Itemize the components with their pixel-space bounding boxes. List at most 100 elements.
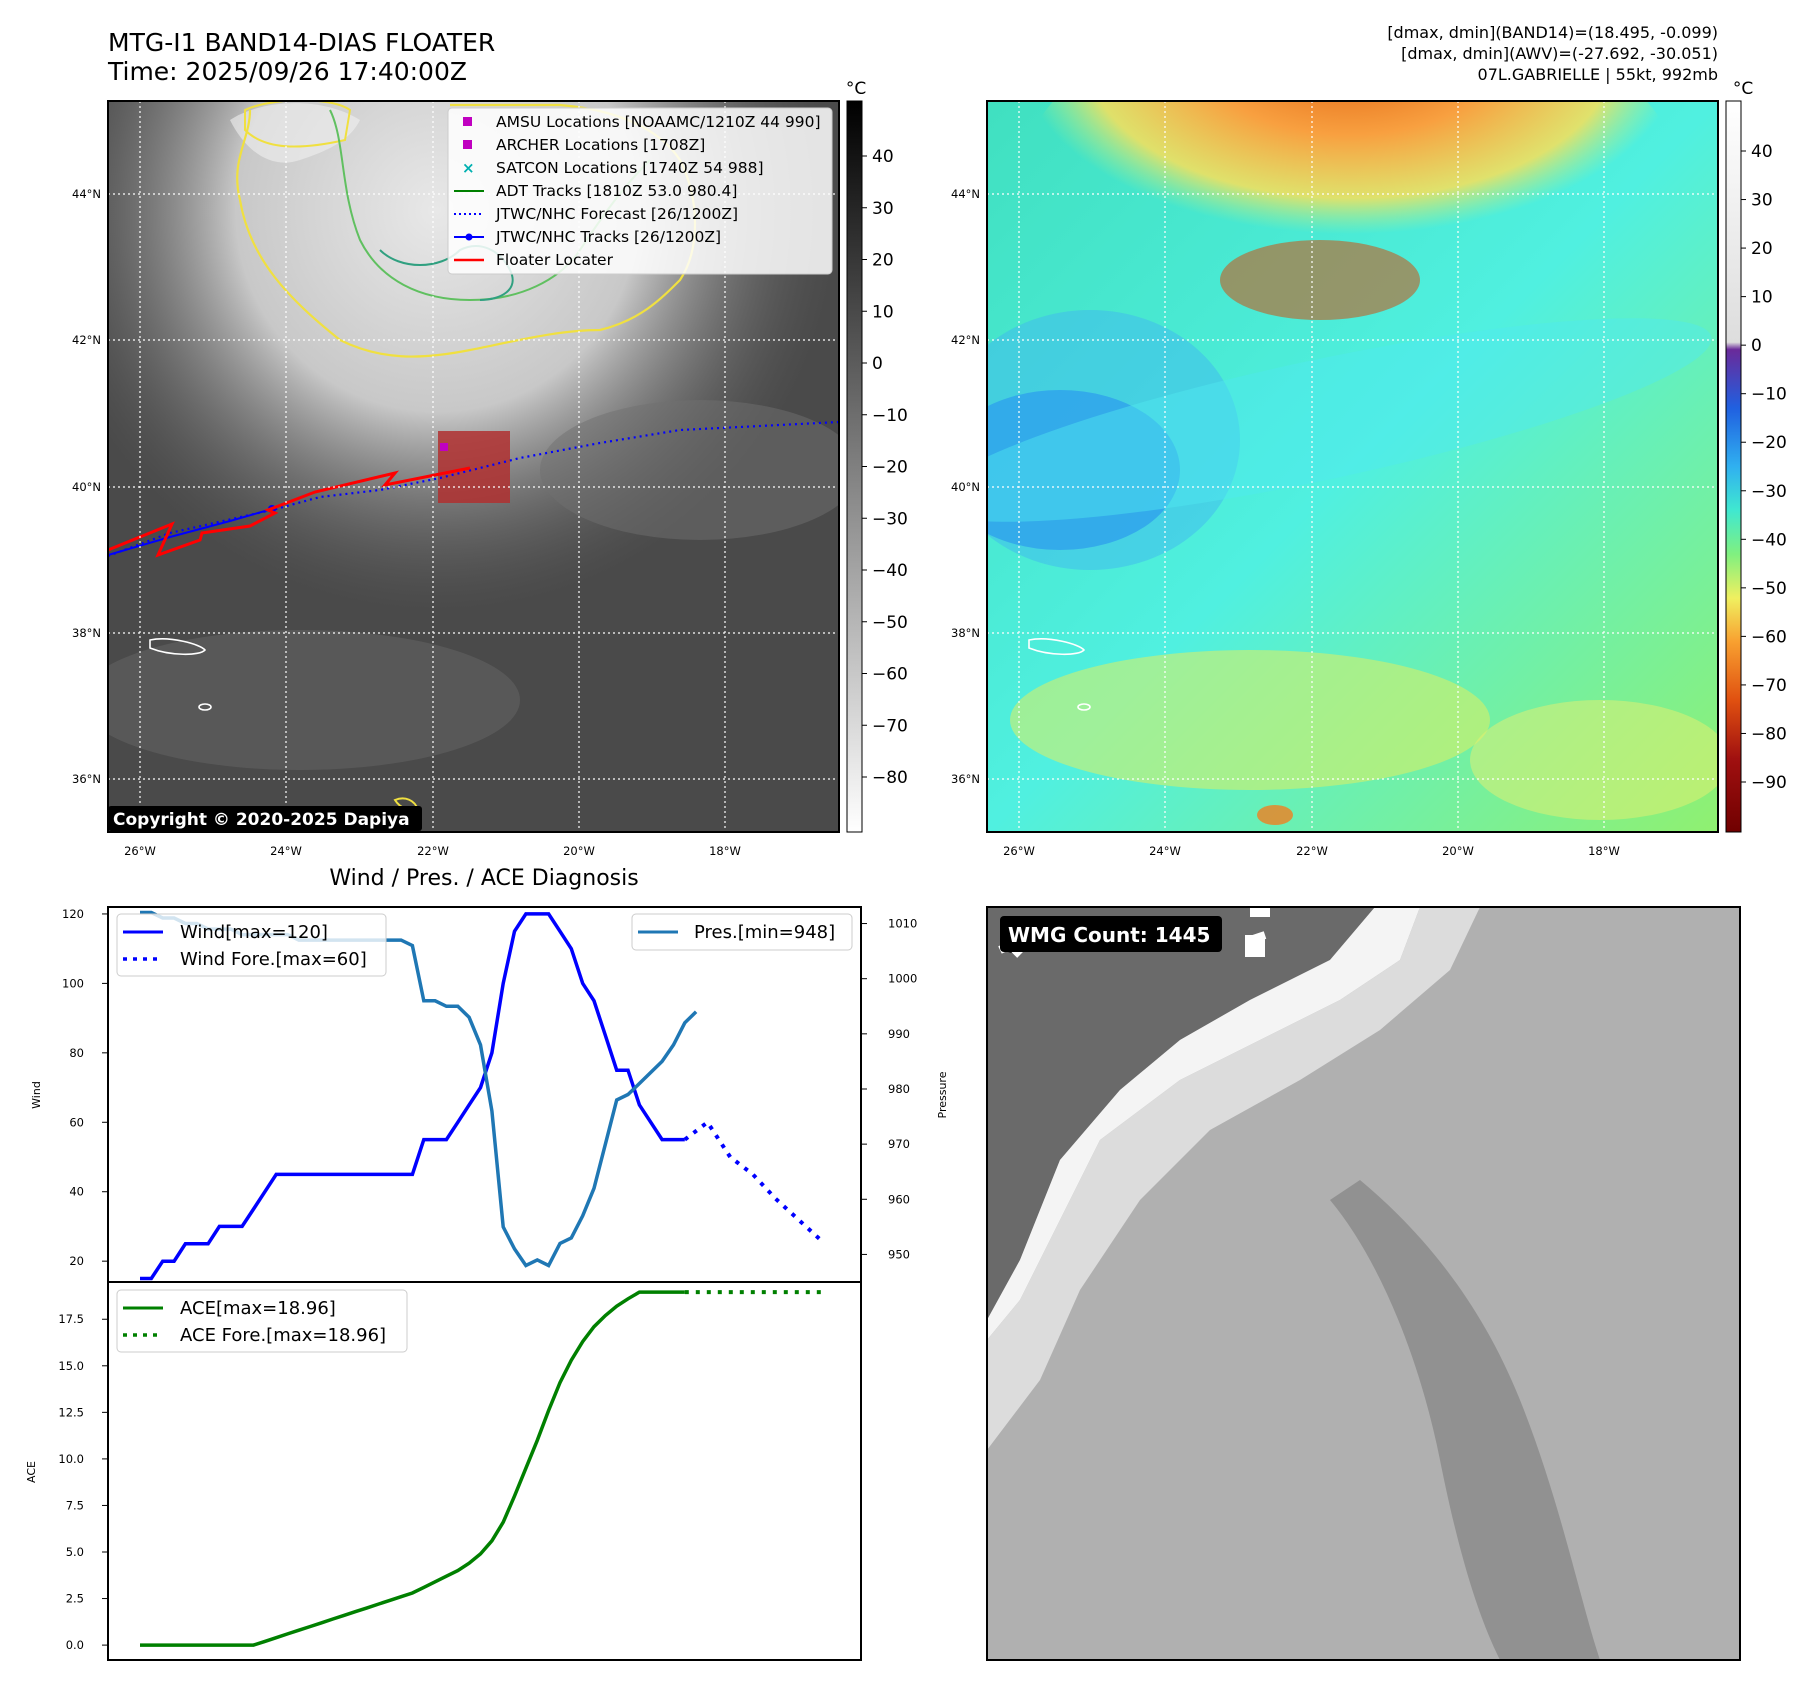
svg-text:18°W: 18°W [709, 844, 741, 858]
colorbar-tick-label: −70 [872, 716, 908, 736]
awv-lon-ticks: 26°W 24°W 22°W 20°W 18°W [1003, 844, 1620, 858]
wmg-panel: WMG Count: 1445 [986, 906, 1741, 1661]
colorbar-tick-label: −30 [872, 509, 908, 529]
pressure-tick-label: 1000 [888, 972, 917, 986]
svg-text:42°N: 42°N [72, 333, 101, 347]
series-ace-max [140, 1290, 685, 1647]
ace-tick-label: 7.5 [66, 1498, 84, 1512]
colorbar-tick-label: 0 [1751, 336, 1762, 356]
ace-axis-label: ACE [25, 1461, 38, 1483]
legend-amsu: AMSU Locations [NOAAMC/1210Z 44 990] [496, 113, 821, 131]
ir-lat-ticks: 44°N 42°N 40°N 38°N 36°N [72, 187, 101, 786]
colorbar-tick-label: 40 [872, 147, 894, 167]
legend-ace-fore: ACE Fore.[max=18.96] [180, 1325, 386, 1346]
colorbar-tick-label: −10 [1751, 385, 1787, 405]
copyright-badge [108, 806, 422, 831]
legend-archer: ARCHER Locations [1708Z] [496, 136, 705, 154]
awv-colorbar-unit: °C [1733, 79, 1753, 99]
svg-text:18°W: 18°W [1588, 844, 1620, 858]
best-track [108, 508, 273, 556]
ir-colorbar-unit: °C [846, 79, 866, 99]
colorbar-tick-label: 20 [872, 251, 894, 271]
floater-track [108, 466, 471, 558]
wmg-badge [1000, 916, 1222, 952]
ace-legend: ACE[max=18.96] ACE Fore.[max=18.96] [116, 1289, 408, 1353]
ir-lon-ticks: 26°W 24°W 22°W 20°W 18°W [124, 844, 741, 858]
colorbar-tick-label: −20 [1751, 433, 1787, 453]
colorbar-tick-label: −40 [1751, 530, 1787, 550]
diagnosis-title: Wind / Pres. / ACE Diagnosis [329, 866, 638, 891]
svg-text:26°W: 26°W [1003, 844, 1035, 858]
svg-text:20°W: 20°W [563, 844, 595, 858]
pressure-tick-label: 990 [888, 1027, 910, 1041]
wind-tick-label: 100 [62, 976, 84, 990]
legend-adt: ADT Tracks [1810Z 53.0 980.4] [496, 182, 737, 200]
colorbar-tick-label: −60 [1751, 627, 1787, 647]
svg-text:38°N: 38°N [72, 626, 101, 640]
archer-marker-icon [463, 140, 472, 149]
colorbar-tick-label: 20 [1751, 239, 1773, 259]
colorbar-tick-label: −30 [1751, 482, 1787, 502]
wind-tick-label: 20 [69, 1254, 84, 1268]
svg-text:22°W: 22°W [417, 844, 449, 858]
map-title: MTG-I1 BAND14-DIAS FLOATER [108, 28, 495, 57]
svg-text:24°W: 24°W [1149, 844, 1181, 858]
map-legend: AMSU Locations [NOAAMC/1210Z 44 990] ARC… [447, 107, 833, 275]
ace-tick-label: 10.0 [58, 1452, 84, 1466]
pressure-legend: Pres.[min=948] [631, 913, 853, 951]
satcon-marker-icon: × [462, 159, 475, 177]
amsu-marker-icon [463, 117, 472, 126]
ace-tick-label: 17.5 [58, 1312, 84, 1326]
storm-info: 07L.GABRIELLE | 55kt, 992mb [1478, 65, 1718, 84]
awv-gridlines [987, 101, 1718, 832]
pressure-tick-label: 980 [888, 1082, 910, 1096]
svg-text:22°W: 22°W [1296, 844, 1328, 858]
copyright-text: Copyright © 2020-2025 Dapiya [113, 810, 410, 830]
wind-tick-label: 120 [62, 907, 84, 921]
colorbar-tick-label: 40 [1751, 142, 1773, 162]
floater-locater-box [438, 431, 510, 503]
archer-point [440, 443, 448, 451]
pressure-tick-label: 970 [888, 1137, 910, 1151]
wind-legend: Wind[max=120] Wind Fore.[max=60] [116, 913, 387, 977]
awv-colorbar: °C 40 30 20 10 0 −10 −20 −30 −40 −50 −60 −70 −80 −90 [1725, 79, 1787, 833]
svg-text:44°N: 44°N [951, 187, 980, 201]
wind-tick-label: 60 [69, 1115, 84, 1129]
ace-chart: 0.0 2.5 5.0 7.5 10.0 12.5 15.0 17.5 ACE ACE[max… [25, 1281, 862, 1661]
colorbar-tick-label: −80 [872, 768, 908, 788]
ir-map-panel: AMSU Locations [NOAAMC/1210Z 44 990] ARC… [72, 79, 908, 858]
ace-tick-label: 2.5 [66, 1592, 84, 1606]
wind-pressure-chart: 20 40 60 80 100 120 950 960 970 980 990 1000 1010 W… [30, 906, 949, 1283]
colorbar-tick-label: −90 [1751, 773, 1787, 793]
legend-forecast: JTWC/NHC Forecast [26/1200Z] [495, 205, 738, 223]
map-time: Time: 2025/09/26 17:40:00Z [107, 57, 467, 86]
pressure-tick-label: 1010 [888, 917, 917, 931]
ace-tick-label: 0.0 [66, 1638, 84, 1652]
pressure-tick-label: 960 [888, 1192, 910, 1206]
colorbar-tick-label: −20 [872, 458, 908, 478]
colorbar-tick-label: −50 [1751, 579, 1787, 599]
wind-tick-label: 40 [69, 1185, 84, 1199]
colorbar-tick-label: 10 [1751, 288, 1773, 308]
pressure-axis-label: Pressure [936, 1071, 949, 1118]
ir-colorbar: °C 40 30 20 10 0 −10 −20 −30 −40 −50 −60 −70 −80 [846, 79, 908, 833]
svg-text:38°N: 38°N [951, 626, 980, 640]
colorbar-tick-label: −80 [1751, 724, 1787, 744]
colorbar-tick-label: −40 [872, 561, 908, 581]
colorbar-tick-label: −10 [872, 406, 908, 426]
wind-axis-label: Wind [30, 1081, 43, 1109]
svg-text:20°W: 20°W [1442, 844, 1474, 858]
wind-tick-label: 80 [69, 1046, 84, 1060]
legend-floater: Floater Locater [496, 251, 614, 269]
svg-text:24°W: 24°W [270, 844, 302, 858]
legend-tracks: JTWC/NHC Tracks [26/1200Z] [495, 228, 721, 246]
svg-text:40°N: 40°N [72, 480, 101, 494]
awv-map-panel: 44°N 42°N 40°N 38°N 36°N 26°W 24°W 22°W … [951, 79, 1787, 858]
colorbar-tick-label: −60 [872, 665, 908, 685]
colorbar-tick-label: 30 [872, 199, 894, 219]
colorbar-tick-label: −70 [1751, 676, 1787, 696]
wmg-count: WMG Count: 1445 [1008, 923, 1210, 947]
ace-tick-label: 12.5 [58, 1405, 84, 1419]
colorbar-tick-label: 0 [872, 354, 883, 374]
